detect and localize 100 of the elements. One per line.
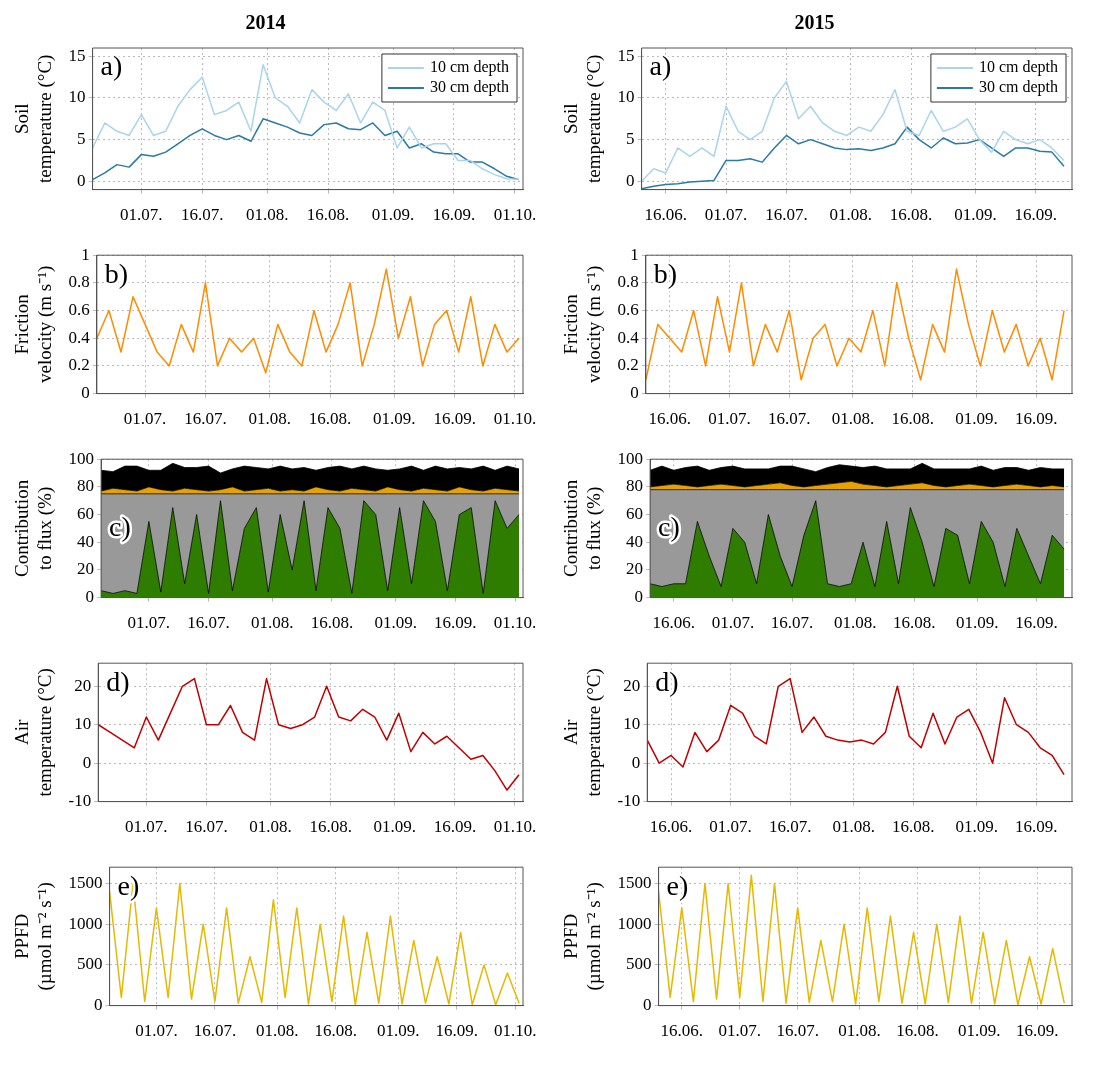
x-tick-label: 01.10. — [493, 817, 537, 837]
y-tick-label: 0.8 — [617, 272, 639, 292]
y-tick-label: -10 — [68, 791, 92, 811]
x-tick-label: 01.09. — [954, 205, 997, 225]
x-tick-label: 01.08. — [245, 205, 289, 225]
y-tick-label: 1000 — [68, 913, 103, 933]
x-tick-label: 16.07. — [776, 1021, 819, 1041]
y-tick-label: 20 — [74, 675, 92, 695]
y-tick-label: 0 — [85, 587, 95, 607]
x-tick-label: 16.07. — [185, 817, 228, 837]
y-axis-title: Friction velocity (m s⁻¹) — [11, 265, 57, 384]
y-tick-label: 100 — [68, 448, 95, 468]
y-tick-label: 0 — [630, 383, 639, 403]
y-tick-label: 80 — [626, 476, 644, 496]
y-tick-label: 0 — [94, 995, 103, 1015]
x-tick-label: 16.09. — [432, 205, 476, 225]
x-tick-label: 16.09. — [1015, 817, 1058, 837]
legend-label: 10 cm depth — [978, 58, 1058, 77]
legend-label: 10 cm depth — [429, 58, 509, 77]
annotation: c) — [109, 510, 131, 542]
y-tick-label: 15 — [617, 45, 635, 65]
x-tick-label: 01.07. — [135, 1021, 178, 1041]
annotation: b) — [653, 257, 678, 289]
y-tick-label: 1500 — [68, 872, 103, 892]
y-tick-label: 0.2 — [68, 355, 90, 375]
x-tick-label: 16.08. — [314, 1021, 358, 1041]
x-tick-label: 16.08. — [310, 613, 354, 633]
y-axis-title: Friction velocity (m s⁻¹) — [560, 265, 606, 384]
x-tick-label: 01.10. — [493, 613, 537, 633]
annotation: d) — [106, 665, 130, 697]
y-axis-title: Air temperature (°C) — [11, 668, 57, 797]
y-tick-label: 10 — [74, 714, 92, 734]
annotation: a) — [100, 50, 123, 82]
y-tick-label: 0 — [77, 170, 86, 190]
y-tick-label: 0.4 — [68, 327, 91, 347]
y-axis-title: Soil temperature (°C) — [11, 54, 57, 183]
x-tick-label: 16.09. — [433, 817, 477, 837]
y-tick-label: 1000 — [617, 913, 652, 933]
y-tick-label: 20 — [623, 675, 641, 695]
y-tick-label: 100 — [617, 448, 644, 468]
y-tick-label: 80 — [77, 476, 95, 496]
x-tick-label: 16.08. — [889, 205, 933, 225]
x-tick-label: 01.08. — [833, 613, 877, 633]
y-axis-title: PPFD (µmol m⁻² s⁻¹) — [11, 882, 57, 991]
x-tick-label: 16.08. — [891, 409, 934, 429]
chart-title: 2014 — [245, 11, 286, 34]
x-tick-label: 01.08. — [249, 817, 292, 837]
legend-label: 30 cm depth — [429, 78, 509, 97]
x-tick-label: 01.07. — [711, 613, 755, 633]
y-tick-label: 500 — [626, 954, 652, 974]
y-tick-label: 0 — [634, 587, 644, 607]
x-tick-label: 16.08. — [891, 817, 935, 837]
x-tick-label: 16.09. — [1014, 205, 1058, 225]
x-tick-label: 16.07. — [768, 817, 812, 837]
annotation: b) — [104, 257, 129, 289]
y-tick-label: -10 — [617, 791, 641, 811]
x-tick-label: 16.09. — [1015, 1021, 1059, 1041]
x-tick-label: 16.06. — [649, 817, 693, 837]
x-tick-label: 01.08. — [251, 613, 294, 633]
y-tick-label: 10 — [623, 714, 641, 734]
x-tick-label: 01.07. — [718, 1021, 761, 1041]
x-tick-label: 01.07. — [709, 817, 752, 837]
x-tick-label: 16.07. — [770, 613, 814, 633]
y-tick-label: 0.6 — [68, 300, 90, 320]
x-tick-label: 16.08. — [306, 205, 350, 225]
x-tick-label: 16.08. — [896, 1021, 939, 1041]
y-tick-label: 40 — [77, 531, 95, 551]
x-tick-label: 16.09. — [434, 613, 477, 633]
y-tick-label: 40 — [626, 531, 644, 551]
y-tick-label: 0 — [626, 170, 635, 190]
y-tick-label: 0.6 — [617, 300, 639, 320]
y-tick-label: 1500 — [617, 872, 652, 892]
y-tick-label: 5 — [77, 129, 86, 149]
annotation: e) — [666, 869, 689, 901]
x-tick-label: 01.09. — [376, 1021, 420, 1041]
x-tick-label: 16.06. — [648, 409, 691, 429]
y-axis-title: Air temperature (°C) — [560, 668, 606, 797]
x-tick-label: 01.09. — [373, 817, 417, 837]
x-tick-label: 16.09. — [435, 1021, 478, 1041]
x-tick-label: 16.07. — [187, 613, 230, 633]
x-tick-label: 16.07. — [765, 205, 808, 225]
x-tick-label: 16.09. — [1015, 613, 1058, 633]
x-tick-label: 01.10. — [493, 1021, 537, 1041]
x-tick-label: 01.09. — [955, 817, 998, 837]
x-tick-label: 16.06. — [660, 1021, 704, 1041]
x-tick-label: 01.07. — [123, 409, 167, 429]
x-tick-label: 01.09. — [956, 613, 999, 633]
x-tick-label: 16.09. — [433, 409, 476, 429]
y-tick-label: 15 — [68, 45, 86, 65]
y-tick-label: 500 — [77, 954, 103, 974]
y-axis-title: Contribution to flux (%) — [11, 479, 57, 577]
x-tick-label: 01.09. — [955, 409, 998, 429]
y-tick-label: 20 — [626, 559, 644, 579]
x-tick-label: 01.08. — [838, 1021, 881, 1041]
x-tick-label: 01.08. — [256, 1021, 299, 1041]
y-axis-title: Soil temperature (°C) — [560, 54, 606, 183]
x-tick-label: 01.09. — [371, 205, 415, 225]
x-tick-label: 01.07. — [704, 205, 748, 225]
x-tick-label: 01.07. — [125, 817, 168, 837]
annotation: a) — [649, 50, 672, 82]
